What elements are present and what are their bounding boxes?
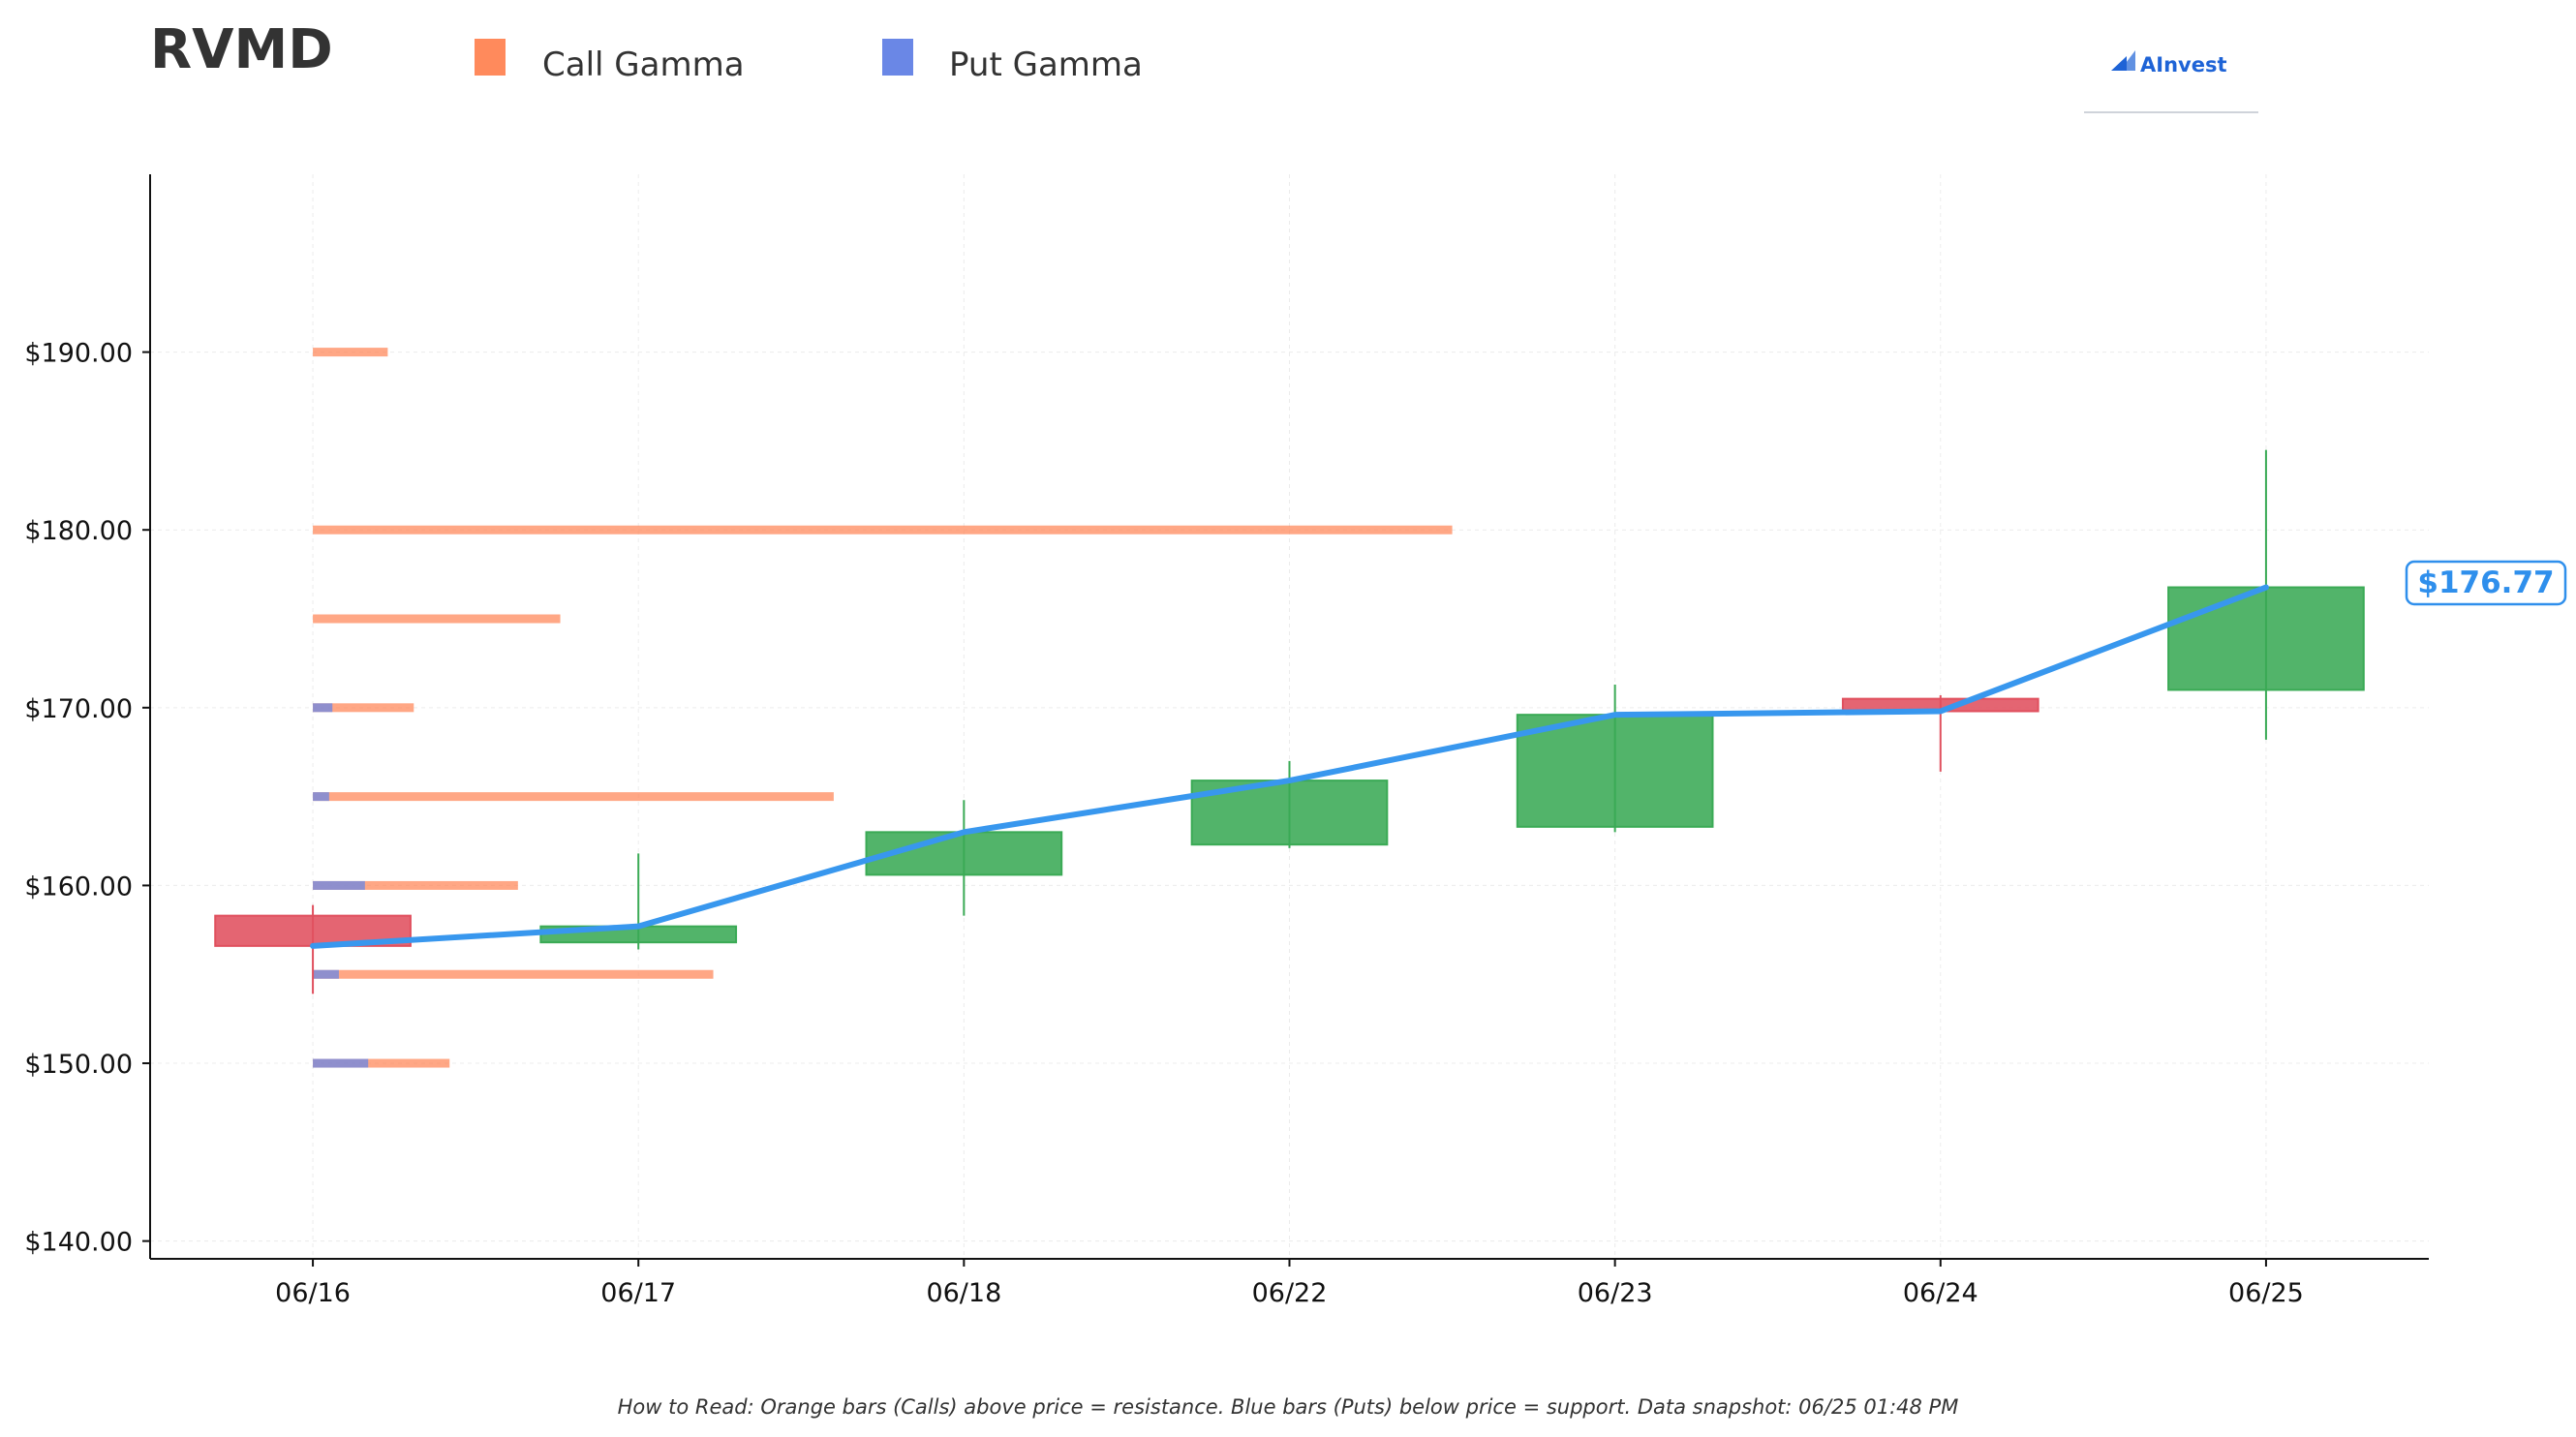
call-gamma-bar	[313, 348, 388, 357]
put-gamma-bar	[313, 969, 339, 979]
last-price-tag-box	[2405, 560, 2567, 606]
brand-name: AInvest	[2140, 53, 2227, 76]
y-tick-label: $180.00	[24, 516, 133, 546]
x-tick-label: 06/25	[2228, 1278, 2304, 1308]
close-line-layer	[310, 584, 2269, 949]
x-tick-label: 06/23	[1578, 1278, 1653, 1308]
x-tick-label: 06/24	[1903, 1278, 1978, 1308]
brand-chart-icon	[2111, 50, 2135, 71]
close-price-line	[310, 584, 2269, 949]
put-gamma-bar	[313, 792, 329, 802]
footnote: How to Read: Orange bars (Calls) above p…	[618, 1395, 1959, 1419]
legend-call-label: Call Gamma	[542, 46, 745, 84]
y-tick-label: $170.00	[24, 694, 133, 724]
legend-call-swatch	[475, 39, 506, 76]
axis-layer: $140.00 $150.00 $160.00 $170.00 $180.00 $190.…	[24, 174, 2429, 1308]
call-gamma-bar	[313, 525, 1453, 535]
put-gamma-bar	[313, 880, 365, 890]
legend-put-label: Put Gamma	[949, 46, 1143, 84]
candle-body	[2167, 586, 2365, 691]
x-tick-label: 06/17	[600, 1278, 676, 1308]
call-gamma-bar	[313, 1058, 450, 1068]
candle-body	[1516, 714, 1714, 828]
x-tick-label: 06/16	[275, 1278, 351, 1308]
x-tick-label: 06/22	[1252, 1278, 1328, 1308]
call-gamma-bar	[313, 792, 834, 802]
call-gamma-bar	[313, 969, 714, 979]
call-gamma-bar	[313, 703, 414, 713]
legend-put-swatch	[882, 39, 913, 76]
last-price-tag: $176.77	[2405, 560, 2567, 606]
last-price-tag-text: $176.77	[2417, 566, 2554, 600]
y-tick-label: $190.00	[24, 339, 133, 369]
call-gamma-bar	[313, 614, 561, 624]
y-tick-label: $140.00	[24, 1228, 133, 1258]
legend: Call Gamma Put Gamma	[475, 39, 1143, 84]
gamma-layer	[313, 348, 1453, 1068]
y-tick-label: $150.00	[24, 1050, 133, 1080]
grid-layer	[150, 174, 2429, 1259]
put-gamma-bar	[313, 703, 333, 713]
y-tick-label: $160.00	[24, 871, 133, 902]
call-gamma-bar	[313, 880, 518, 890]
brand-logo: AInvest	[2084, 50, 2258, 113]
put-gamma-bar	[313, 1058, 369, 1068]
x-tick-label: 06/18	[926, 1278, 1001, 1308]
ticker-title: RVMD	[150, 18, 333, 81]
